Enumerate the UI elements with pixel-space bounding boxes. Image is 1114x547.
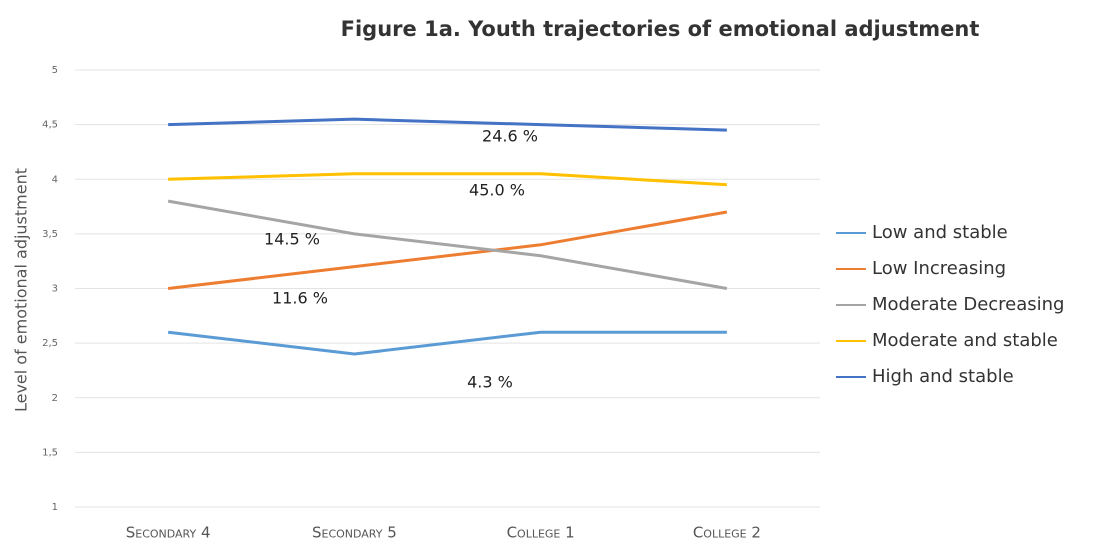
annotation: 45.0 % xyxy=(469,181,525,200)
x-tick-label: College 2 xyxy=(693,524,761,542)
annotation: 24.6 % xyxy=(482,127,538,146)
y-tick-label: 2 xyxy=(52,393,58,404)
legend-label: Moderate and stable xyxy=(872,330,1058,351)
series-line xyxy=(168,172,727,187)
y-tick-label: 5 xyxy=(52,65,58,76)
y-tick-label: 4,5 xyxy=(42,120,58,131)
y-tick-label: 1,5 xyxy=(42,447,58,458)
series-line xyxy=(167,199,728,290)
annotation: 4.3 % xyxy=(467,373,513,392)
y-tick-label: 1 xyxy=(52,502,58,513)
x-tick-label: Secondary 4 xyxy=(126,524,211,542)
series-line xyxy=(167,210,728,290)
chart-title: Figure 1a. Youth trajectories of emotion… xyxy=(341,17,980,41)
y-tick-label: 4 xyxy=(52,174,58,185)
y-axis-label: Level of emotional adjustment xyxy=(12,168,31,412)
x-tick-label: Secondary 5 xyxy=(312,524,397,542)
y-tick-label: 3,5 xyxy=(42,229,58,240)
series-line xyxy=(168,117,727,132)
series-line xyxy=(167,330,727,356)
legend-label: Low Increasing xyxy=(872,258,1006,279)
x-tick-label: College 1 xyxy=(507,524,575,542)
y-tick-label: 3 xyxy=(52,284,58,295)
legend-label: High and stable xyxy=(872,366,1014,387)
legend-label: Moderate Decreasing xyxy=(872,294,1064,315)
legend-label: Low and stable xyxy=(872,222,1008,243)
annotation: 14.5 % xyxy=(264,230,320,249)
annotation: 11.6 % xyxy=(272,289,328,308)
y-tick-label: 2,5 xyxy=(42,338,58,349)
